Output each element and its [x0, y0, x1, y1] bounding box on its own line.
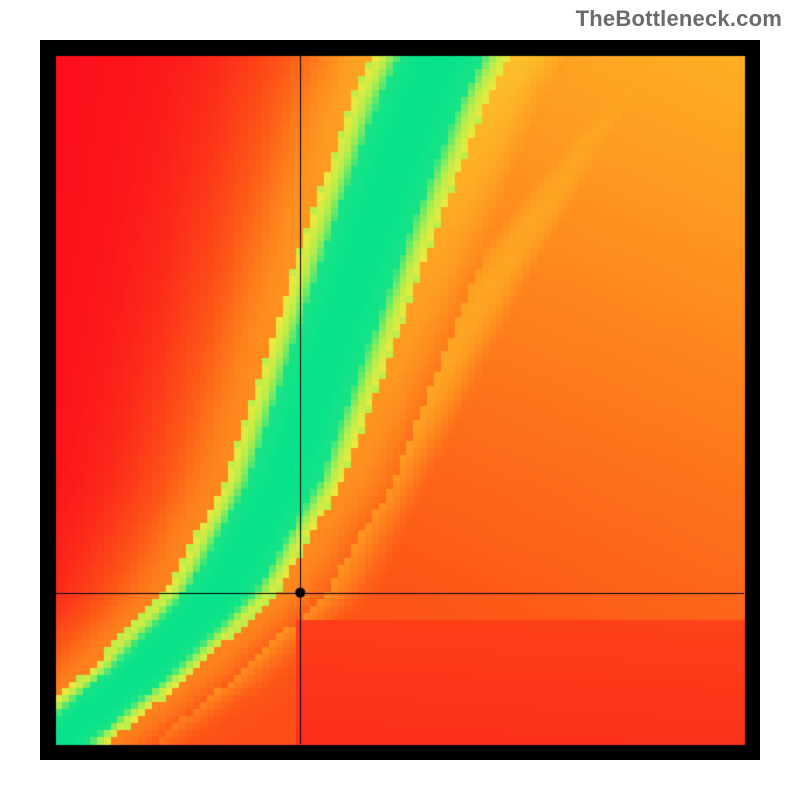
plot-frame	[40, 40, 760, 760]
figure-root: TheBottleneck.com	[0, 0, 800, 800]
watermark-text: TheBottleneck.com	[576, 6, 782, 32]
heatmap-canvas	[40, 40, 760, 760]
